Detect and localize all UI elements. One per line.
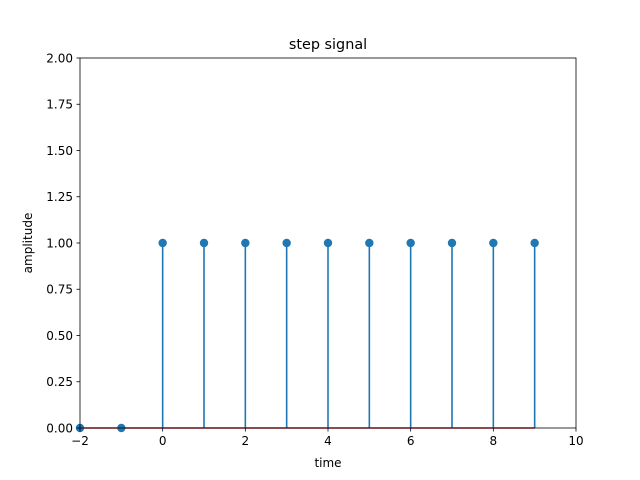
stem-marker bbox=[447, 238, 457, 248]
stem-marker bbox=[489, 238, 498, 248]
x-tick-label: 6 bbox=[407, 434, 415, 448]
x-tick-label: 10 bbox=[568, 434, 583, 448]
plot-area bbox=[75, 57, 577, 433]
stem-marker bbox=[199, 238, 209, 248]
stem-marker bbox=[282, 238, 291, 248]
y-tick-label: 0.25 bbox=[46, 375, 73, 389]
stem-marker bbox=[323, 238, 333, 248]
y-tick-label: 1.00 bbox=[46, 236, 73, 250]
chart-title: step signal bbox=[289, 37, 367, 53]
y-tick-label: 2.00 bbox=[46, 51, 73, 65]
stem-marker bbox=[241, 238, 250, 248]
x-tick-label: 2 bbox=[242, 434, 250, 448]
x-axis-label: time bbox=[314, 456, 341, 470]
y-tick-label: 0.50 bbox=[46, 329, 73, 343]
y-tick-label: 1.50 bbox=[46, 144, 73, 158]
y-tick-label: 0.00 bbox=[46, 421, 73, 435]
stem-marker bbox=[406, 238, 415, 248]
x-tick-label: −2 bbox=[71, 434, 89, 448]
x-tick-label: 4 bbox=[324, 434, 332, 448]
stem-marker bbox=[530, 238, 539, 248]
y-axis-label: amplitude bbox=[21, 213, 35, 274]
stem-marker bbox=[365, 238, 374, 248]
y-tick-label: 1.25 bbox=[46, 190, 73, 204]
y-tick-label: 1.75 bbox=[46, 98, 73, 112]
y-axis: 0.00 0.25 0.50 0.75 1.00 1.25 1.50 1.75 2.00 bbox=[46, 51, 80, 435]
stems-layer bbox=[161, 243, 536, 428]
x-tick-label: 0 bbox=[159, 434, 167, 448]
x-tick-label: 8 bbox=[490, 434, 498, 448]
x-axis: −2 0 2 4 6 8 10 bbox=[71, 428, 584, 448]
y-tick-label: 0.75 bbox=[46, 283, 73, 297]
stem-marker bbox=[158, 238, 167, 248]
markers-layer bbox=[75, 238, 539, 433]
